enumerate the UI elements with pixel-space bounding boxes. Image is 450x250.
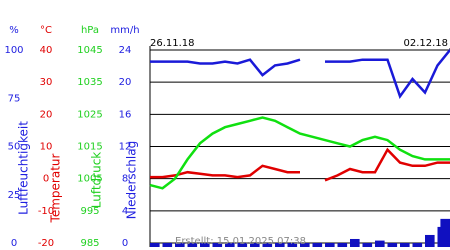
bar — [400, 243, 410, 247]
y-tick-label: 20 — [40, 109, 53, 120]
y-tick-label: 1045 — [77, 45, 102, 56]
footer: Erstellt: 15.01.2025 07:38 — [175, 236, 306, 247]
data-line — [150, 147, 450, 182]
bar — [162, 243, 173, 247]
bar — [287, 243, 298, 247]
y-tick-label: 25 — [8, 190, 21, 201]
y-tick-label: 100 — [4, 45, 23, 56]
bar — [275, 243, 285, 247]
y-tick-label: 30 — [40, 77, 53, 88]
bar — [212, 243, 223, 247]
y-tick-label: 985 — [80, 238, 99, 249]
y-tick-label: 12 — [119, 142, 132, 153]
data-line — [150, 49, 450, 99]
bar — [300, 243, 310, 247]
bar — [200, 243, 210, 247]
axis-unit: hPa — [81, 25, 99, 36]
bar — [350, 238, 360, 247]
axis-unit: mm/h — [110, 25, 139, 36]
y-tick-label: 1005 — [77, 174, 102, 185]
y-tick-label: 1035 — [77, 77, 102, 88]
axis-title: Luftfeuchtigkeit — [17, 121, 31, 215]
y-tick-label: 16 — [119, 109, 132, 120]
bar — [250, 243, 260, 247]
bar — [237, 243, 248, 247]
x-tick-label: 02.12.18 — [403, 38, 448, 49]
bar — [337, 243, 348, 247]
bar — [425, 234, 435, 247]
bar — [312, 243, 323, 247]
bar — [187, 243, 198, 247]
y-tick-label: 995 — [80, 206, 99, 217]
bar — [387, 243, 398, 247]
y-tick-label: 40 — [40, 45, 53, 56]
y-tick-label: 0 — [11, 238, 17, 249]
axis-title: Luftdruck — [90, 152, 104, 209]
axis-unit: % — [9, 25, 19, 36]
y-tick-label: 75 — [8, 93, 21, 104]
bar — [362, 243, 373, 247]
bar — [262, 243, 273, 247]
bar — [375, 240, 385, 247]
bar — [325, 243, 335, 247]
y-tick-label: 24 — [119, 45, 132, 56]
y-tick-label: 0 — [43, 174, 49, 185]
axis-title: Temperatur — [49, 153, 63, 223]
y-tick-label: 1025 — [77, 109, 102, 120]
bar — [412, 243, 423, 247]
y-tick-label: 10 — [40, 142, 53, 153]
y-tick-label: 0 — [122, 238, 128, 249]
bar — [150, 243, 160, 247]
y-tick-label: 1015 — [77, 142, 102, 153]
y-tick-label: -20 — [38, 238, 54, 249]
data-line — [149, 116, 450, 190]
axis-unit: °C — [40, 25, 52, 36]
bar — [440, 218, 450, 247]
y-tick-label: 20 — [119, 77, 132, 88]
bar — [225, 243, 235, 247]
y-tick-label: 8 — [122, 174, 128, 185]
y-tick-label: -10 — [38, 206, 54, 217]
x-tick-label: 26.11.18 — [150, 38, 195, 49]
y-tick-label: 50 — [8, 142, 21, 153]
axis-title: Niederschlag — [125, 141, 139, 219]
y-tick-label: 4 — [122, 206, 128, 217]
bar — [175, 243, 185, 247]
